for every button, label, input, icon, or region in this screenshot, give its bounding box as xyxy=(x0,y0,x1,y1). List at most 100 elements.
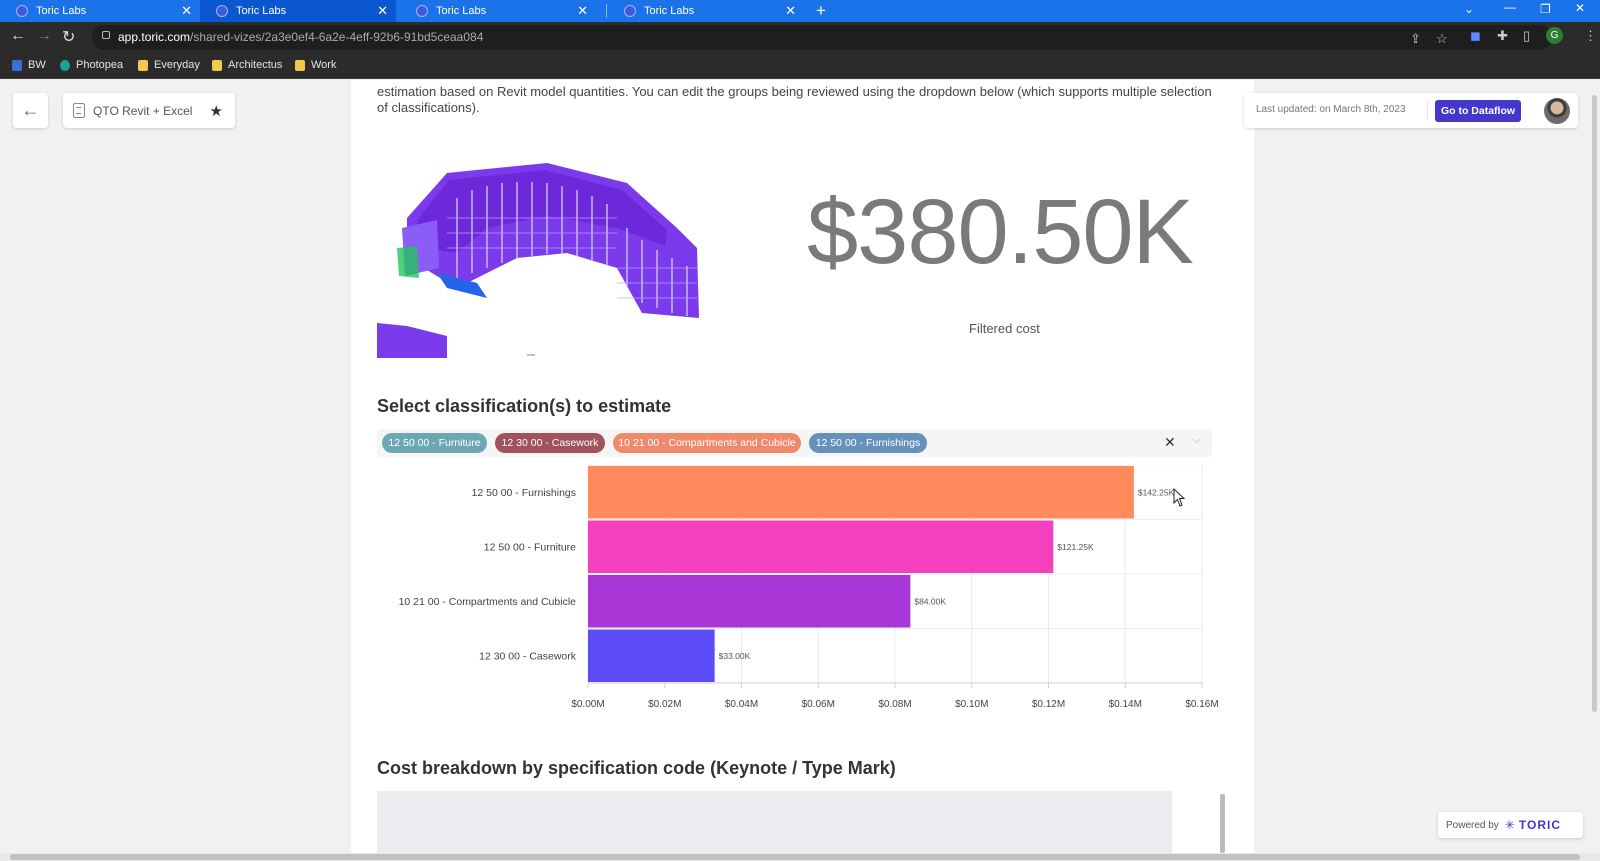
extensions-puzzle-icon[interactable]: ✚ xyxy=(1497,28,1508,43)
bookmark-architectus[interactable]: Architectus xyxy=(212,59,282,71)
toric-brand: TORIC xyxy=(1518,818,1561,832)
forward-arrow-icon[interactable]: → xyxy=(36,27,52,44)
user-avatar[interactable] xyxy=(1544,98,1570,124)
data-label: $142.25K xyxy=(1138,487,1175,497)
bookmark-bw[interactable]: BW xyxy=(12,59,46,71)
chevron-down-icon[interactable]: ⌵ xyxy=(1192,432,1202,446)
tab-title: Toric Labs xyxy=(644,5,695,17)
folder-icon xyxy=(295,59,305,71)
last-updated-text: Last updated: on March 8th, 2023 xyxy=(1256,104,1406,115)
browser-tab-active[interactable]: Toric Labs ✕ xyxy=(200,0,396,22)
tab-title: Toric Labs xyxy=(236,5,287,17)
cost-bar-chart: 12 50 00 - Furnishings $142.25K 12 50 00 -… xyxy=(399,465,1219,710)
address-bar[interactable]: app.toric.com/shared-vizes/2a3e0ef4-6a2e… xyxy=(92,25,1552,50)
chip-furniture[interactable]: 12 50 00 - Furniture xyxy=(382,433,487,453)
report-panel: estimation based on Revit model quantiti… xyxy=(351,80,1254,853)
horizontal-scrollbar-thumb[interactable] xyxy=(10,854,1580,860)
divider xyxy=(1427,101,1428,121)
x-tick-label: $0.02M xyxy=(648,699,681,710)
bookmarks-bar: BW Photopea Everyday Architectus Work xyxy=(0,53,1600,79)
back-arrow-icon[interactable]: ← xyxy=(10,27,26,44)
category-label: 12 50 00 - Furniture xyxy=(484,541,576,553)
browser-menu-icon[interactable]: ⋮ xyxy=(1584,28,1597,43)
go-to-dataflow-button[interactable]: Go to Dataflow xyxy=(1435,100,1521,122)
dashboard-title: QTO Revit + Excel xyxy=(93,103,193,118)
x-tick-label: $0.06M xyxy=(802,699,835,710)
tab-title: Toric Labs xyxy=(36,5,87,17)
folder-icon xyxy=(138,59,148,71)
filtered-cost-label: Filtered cost xyxy=(969,321,1040,336)
category-label: 10 21 00 - Compartments and Cubicle xyxy=(399,596,577,608)
x-tick-label: $0.14M xyxy=(1109,699,1142,710)
chip-furnishings[interactable]: 12 50 00 - Furnishings xyxy=(809,433,927,453)
lock-icon xyxy=(102,31,110,39)
revit-model-preview xyxy=(377,163,699,358)
data-label: $121.25K xyxy=(1057,542,1094,552)
browser-tab[interactable]: Toric Labs ✕ xyxy=(608,0,804,22)
bar xyxy=(588,520,1054,573)
data-label: $84.00K xyxy=(914,596,946,606)
toric-favicon-icon xyxy=(416,5,428,17)
url-text: app.toric.com/shared-vizes/2a3e0ef4-6a2e… xyxy=(118,30,484,44)
bitwarden-extension-icon[interactable]: ◼ xyxy=(1470,28,1481,43)
x-tick-label: $0.04M xyxy=(725,699,758,710)
bar xyxy=(588,575,911,628)
data-label: $33.00K xyxy=(719,651,751,661)
chip-casework[interactable]: 12 30 00 - Casework xyxy=(495,433,605,453)
toric-favicon-icon xyxy=(16,5,28,17)
tab-close-icon[interactable]: ✕ xyxy=(181,3,192,18)
classification-heading: Select classification(s) to estimate xyxy=(377,396,672,416)
chip-compartments[interactable]: 10 21 00 - Compartments and Cubicle xyxy=(613,433,801,453)
bookmark-everyday[interactable]: Everyday xyxy=(138,59,200,71)
tab-close-icon[interactable]: ✕ xyxy=(577,3,588,18)
bookmark-photopea[interactable]: Photopea xyxy=(60,59,123,71)
back-button[interactable]: ← xyxy=(13,93,48,128)
powered-by-label: Powered by xyxy=(1446,819,1499,831)
x-tick-label: $0.16M xyxy=(1185,699,1218,710)
bookmark-star-icon[interactable]: ☆ xyxy=(1436,31,1448,46)
header-actions-card: Last updated: on March 8th, 2023 Go to D… xyxy=(1244,93,1578,128)
new-tab-icon[interactable]: + xyxy=(816,1,826,20)
tab-close-icon[interactable]: ✕ xyxy=(377,3,388,18)
clear-selection-icon[interactable]: ✕ xyxy=(1164,434,1176,450)
mouse-cursor-icon xyxy=(1173,488,1186,507)
browser-tab[interactable]: Toric Labs ✕ xyxy=(400,0,596,22)
intro-text: estimation based on Revit model quantiti… xyxy=(377,84,1212,115)
restore-icon[interactable]: ❐ xyxy=(1540,2,1551,16)
page-scrollbar-thumb[interactable] xyxy=(1592,95,1597,712)
profile-avatar[interactable]: G xyxy=(1546,27,1563,44)
dashboard-title-card: QTO Revit + Excel ★ xyxy=(63,93,235,128)
classification-multiselect[interactable]: 12 50 00 - Furniture 12 30 00 - Casework… xyxy=(377,429,1212,457)
browser-tab[interactable]: Toric Labs ✕ xyxy=(0,0,200,22)
bookmark-work[interactable]: Work xyxy=(295,59,336,71)
reload-icon[interactable]: ↻ xyxy=(62,29,76,46)
x-tick-label: $0.00M xyxy=(571,699,604,710)
toric-favicon-icon xyxy=(216,5,228,17)
side-panel-icon[interactable]: ▯ xyxy=(1523,28,1531,43)
folder-icon xyxy=(212,59,222,71)
minimize-icon[interactable]: — xyxy=(1504,0,1516,14)
arrow-left-icon: ← xyxy=(21,100,40,120)
share-icon[interactable]: ⇪ xyxy=(1410,31,1421,46)
toric-logo-icon: ✳ xyxy=(1504,818,1515,832)
x-tick-label: $0.08M xyxy=(878,699,911,710)
tab-divider xyxy=(606,4,607,18)
breakdown-heading: Cost breakdown by specification code (Ke… xyxy=(377,758,896,778)
tab-close-icon[interactable]: ✕ xyxy=(785,3,796,18)
favorite-star-icon[interactable]: ★ xyxy=(209,102,223,120)
breakdown-table-placeholder xyxy=(377,791,1172,853)
document-icon xyxy=(73,103,85,118)
shield-icon xyxy=(12,59,22,71)
app-viewport: ← QTO Revit + Excel ★ estimation based o… xyxy=(0,80,1590,853)
filtered-cost-value: $380.50K xyxy=(807,181,1194,283)
photopea-icon xyxy=(60,59,70,71)
x-tick-label: $0.12M xyxy=(1032,699,1065,710)
breakdown-scrollbar[interactable] xyxy=(1220,794,1225,853)
tab-search-icon[interactable]: ⌄ xyxy=(1464,2,1475,16)
powered-by-badge[interactable]: Powered by ✳ TORIC xyxy=(1438,812,1583,838)
x-tick-label: $0.10M xyxy=(955,699,988,710)
toric-favicon-icon xyxy=(624,5,636,17)
category-label: 12 50 00 - Furnishings xyxy=(472,487,576,499)
category-label: 12 30 00 - Casework xyxy=(479,650,577,662)
window-close-icon[interactable]: ✕ xyxy=(1575,1,1586,15)
